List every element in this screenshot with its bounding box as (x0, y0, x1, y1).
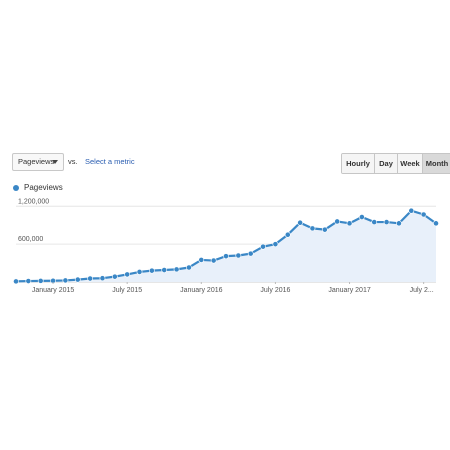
x-tick-label: July 2015 (112, 287, 142, 294)
data-point (383, 219, 390, 225)
data-point (371, 219, 378, 225)
data-point (272, 241, 279, 248)
data-point (346, 220, 353, 227)
data-point (25, 278, 32, 284)
series-area (16, 210, 436, 282)
data-point (210, 257, 217, 264)
legend-dot-icon (13, 184, 19, 191)
metric-dropdown[interactable]: Pageviews (12, 153, 64, 171)
data-point (111, 273, 118, 280)
legend-label: Pageviews (24, 183, 63, 192)
time-range-selector: Hourly Day Week Month (341, 153, 450, 174)
pageviews-chart: 1,200,000 600,000 January 2015 July 2015 Ja… (13, 198, 439, 294)
x-tick-label: January 2017 (328, 287, 371, 294)
data-point (358, 214, 365, 220)
data-point (235, 252, 242, 259)
x-tick-label: July 2... (410, 287, 434, 294)
x-tick-label: January 2015 (32, 287, 75, 294)
data-point (37, 277, 44, 284)
data-point (173, 266, 180, 273)
data-point (136, 269, 143, 275)
data-point (334, 218, 341, 225)
range-day-button[interactable]: Day (375, 154, 398, 173)
data-point (247, 250, 254, 257)
data-point (284, 231, 291, 238)
chart-legend: Pageviews (13, 183, 63, 192)
range-month-button[interactable]: Month (423, 154, 450, 173)
data-point (260, 243, 266, 250)
data-point (420, 211, 427, 218)
data-point (321, 226, 328, 233)
vs-label: vs. (68, 157, 78, 166)
data-point (124, 271, 131, 278)
data-point (74, 276, 81, 283)
data-point (87, 275, 94, 282)
y-tick-label: 600,000 (18, 236, 43, 243)
y-tick-label: 1,200,000 (18, 198, 49, 205)
metric-dropdown-label: Pageviews (18, 157, 55, 166)
chevron-down-icon (52, 160, 58, 164)
data-point (408, 207, 415, 214)
range-week-button[interactable]: Week (398, 154, 423, 173)
data-point (161, 267, 168, 273)
data-point (99, 275, 106, 282)
x-tick-label: July 2016 (260, 287, 290, 294)
range-hourly-button[interactable]: Hourly (342, 154, 375, 173)
data-point (309, 225, 316, 232)
data-point (13, 278, 19, 285)
x-tick-label: January 2016 (180, 287, 223, 294)
data-point (223, 253, 229, 260)
data-point (148, 267, 155, 274)
data-point (186, 264, 192, 271)
data-point (62, 277, 69, 284)
select-metric-link[interactable]: Select a metric (85, 157, 135, 166)
data-point (198, 257, 205, 263)
data-point (433, 220, 439, 227)
data-point (396, 220, 402, 227)
data-point (297, 219, 304, 226)
